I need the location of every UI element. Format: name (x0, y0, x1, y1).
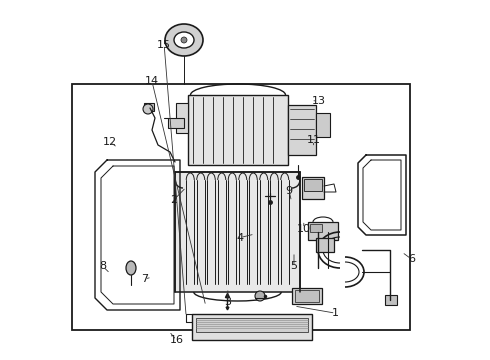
Text: 2: 2 (171, 195, 177, 205)
Bar (188, 95, 288, 165)
Text: 9: 9 (286, 186, 293, 196)
Bar (72, 84, 410, 330)
Text: 11: 11 (307, 135, 320, 145)
Bar (316, 113, 330, 137)
Text: 10: 10 (297, 224, 311, 234)
Text: 8: 8 (99, 261, 106, 271)
Bar (316, 238, 334, 252)
Bar (144, 103, 154, 111)
Text: 15: 15 (157, 40, 171, 50)
Circle shape (255, 291, 265, 301)
Text: 4: 4 (237, 233, 244, 243)
Circle shape (181, 37, 187, 43)
Text: 1: 1 (332, 308, 339, 318)
Ellipse shape (165, 24, 203, 56)
Bar (302, 177, 324, 199)
Bar (192, 314, 312, 340)
Ellipse shape (174, 32, 194, 48)
Bar (168, 118, 184, 128)
Text: 14: 14 (145, 76, 159, 86)
Bar (292, 288, 322, 304)
Bar (176, 103, 188, 133)
Bar (196, 318, 308, 332)
Bar (308, 222, 338, 240)
Bar (175, 172, 300, 292)
Text: 13: 13 (312, 96, 325, 106)
Text: 16: 16 (170, 335, 183, 345)
Text: 12: 12 (103, 137, 117, 147)
Bar (385, 295, 397, 305)
Bar (288, 105, 316, 155)
Text: 3: 3 (224, 297, 231, 307)
Text: 6: 6 (408, 254, 415, 264)
Text: 7: 7 (141, 274, 148, 284)
Bar (295, 290, 319, 302)
Bar (310, 224, 322, 232)
Bar (304, 179, 322, 191)
Circle shape (143, 104, 153, 114)
Ellipse shape (126, 261, 136, 275)
Text: 5: 5 (291, 261, 297, 271)
